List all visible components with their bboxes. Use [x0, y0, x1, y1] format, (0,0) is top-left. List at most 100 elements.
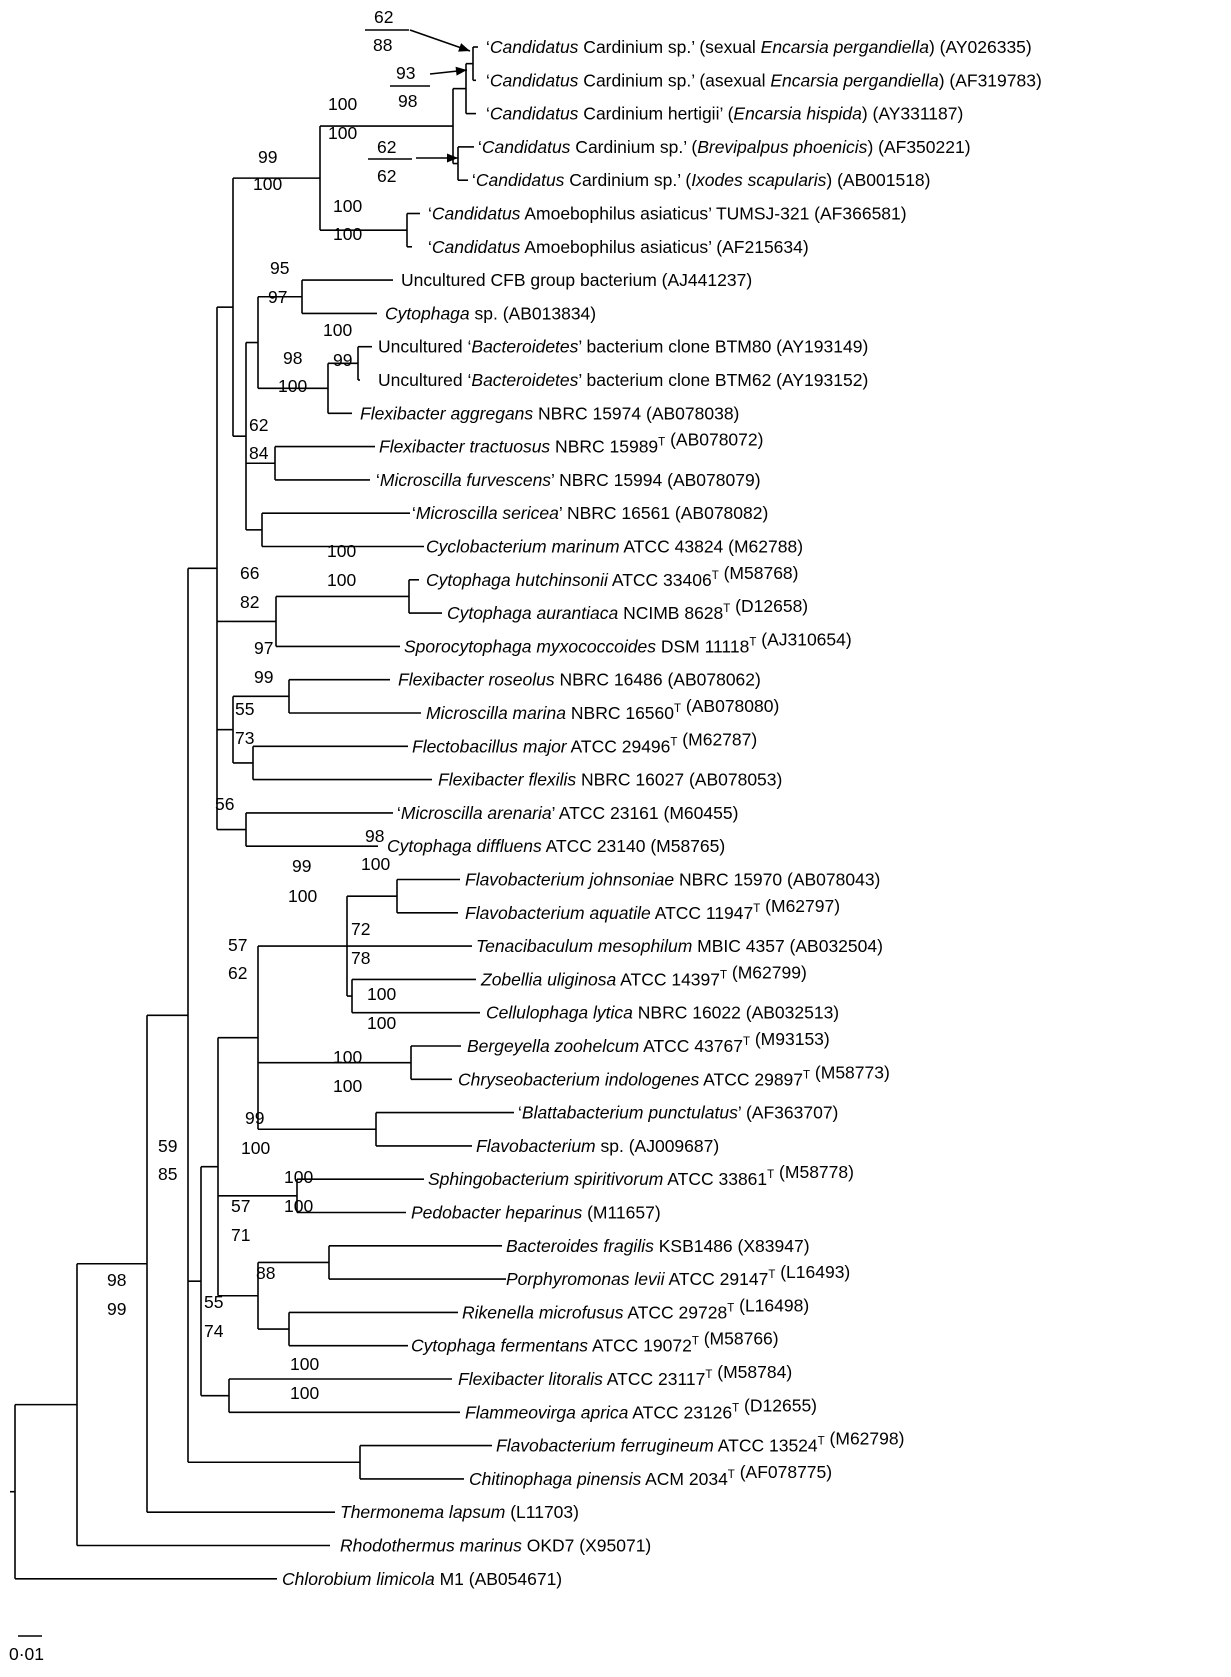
- taxon-label: ‘Microscilla furvescens’ NBRC 15994 (AB0…: [376, 470, 761, 490]
- taxon-label: Cyclobacterium marinum ATCC 43824 (M6278…: [426, 537, 803, 557]
- bootstrap-value: 100: [284, 1196, 313, 1216]
- taxon-labels: ‘Candidatus Cardinium sp.’ (sexual Encar…: [282, 37, 1042, 1589]
- bootstrap-value: 99: [292, 856, 311, 876]
- taxon-label: Flavobacterium sp. (AJ009687): [476, 1136, 719, 1156]
- bootstrap-value: 74: [204, 1321, 224, 1341]
- bootstrap-value: 99: [258, 147, 277, 167]
- taxon-label: Flectobacillus major ATCC 29496T (M62787…: [412, 729, 757, 756]
- taxon-label: Cellulophaga lytica NBRC 16022 (AB032513…: [486, 1003, 839, 1023]
- bootstrap-value: 100: [333, 1076, 362, 1096]
- taxon-label: Chlorobium limicola M1 (AB054671): [282, 1569, 562, 1589]
- bootstrap-value: 100: [361, 854, 390, 874]
- bootstrap-value: 100: [241, 1138, 270, 1158]
- taxon-label: Sporocytophaga myxococcoides DSM 11118T …: [404, 629, 852, 656]
- taxon-label: ‘Candidatus Cardinium hertigii’ (Encarsi…: [486, 104, 963, 124]
- scale-bar-label: 0·01: [9, 1644, 44, 1664]
- taxon-label: Porphyromonas levii ATCC 29147T (L16493): [506, 1262, 850, 1289]
- taxon-label: ‘Candidatus Amoebophilus asiaticus’ (AF2…: [428, 237, 809, 257]
- taxon-label: ‘Candidatus Cardinium sp.’ (asexual Enca…: [486, 70, 1042, 90]
- taxon-label: ‘Candidatus Cardinium sp.’ (Brevipalpus …: [478, 137, 971, 157]
- bootstrap-value: 88: [373, 35, 392, 55]
- scale-bar: 0·01: [9, 1636, 44, 1664]
- bootstrap-value: 97: [268, 287, 287, 307]
- taxon-label: Bergeyella zoohelcum ATCC 43767T (M93153…: [467, 1029, 830, 1056]
- taxon-label: Cytophaga diffluens ATCC 23140 (M58765): [387, 836, 725, 856]
- bootstrap-value: 100: [288, 886, 317, 906]
- bootstrap-value: 98: [107, 1270, 126, 1290]
- bootstrap-value: 88: [256, 1263, 275, 1283]
- taxon-label: Flavobacterium johnsoniae NBRC 15970 (AB…: [465, 870, 880, 890]
- bootstrap-value: 98: [365, 826, 384, 846]
- taxon-label: Sphingobacterium spiritivorum ATCC 33861…: [428, 1162, 854, 1189]
- taxon-label: Cytophaga aurantiaca NCIMB 8628T (D12658…: [447, 596, 808, 623]
- bootstrap-value: 59: [158, 1136, 177, 1156]
- bootstrap-value: 72: [351, 919, 370, 939]
- bootstrap-value: 98: [398, 91, 417, 111]
- bootstrap-value: 57: [228, 935, 247, 955]
- taxon-label: Flammeovirga aprica ATCC 23126T (D12655): [465, 1395, 817, 1422]
- taxon-label: Zobellia uliginosa ATCC 14397T (M62799): [480, 962, 807, 989]
- bootstrap-value: 100: [367, 984, 396, 1004]
- bootstrap-value: 95: [270, 258, 289, 278]
- taxon-label: Pedobacter heparinus (M11657): [411, 1203, 661, 1223]
- bootstrap-value: 99: [107, 1299, 126, 1319]
- taxon-label: Uncultured ‘Bacteroidetes’ bacterium clo…: [378, 337, 868, 357]
- bootstrap-value: 100: [278, 376, 307, 396]
- taxon-label: Flexibacter roseolus NBRC 16486 (AB07806…: [398, 670, 761, 690]
- bootstrap-value: 55: [204, 1292, 223, 1312]
- bootstrap-value: 84: [249, 443, 269, 463]
- bootstrap-value: 99: [333, 350, 352, 370]
- taxon-label: Uncultured ‘Bacteroidetes’ bacterium clo…: [378, 370, 868, 390]
- taxon-label: ‘Candidatus Cardinium sp.’ (sexual Encar…: [486, 37, 1032, 57]
- bootstrap-value: 100: [284, 1167, 313, 1187]
- taxon-label: Chitinophaga pinensis ACM 2034T (AF07877…: [469, 1462, 832, 1489]
- bootstrap-value: 62: [374, 7, 393, 27]
- bootstrap-value: 100: [290, 1354, 319, 1374]
- bootstrap-value: 100: [333, 1047, 362, 1067]
- taxon-label: Flavobacterium aquatile ATCC 11947T (M62…: [465, 896, 840, 923]
- bootstrap-value: 57: [231, 1196, 250, 1216]
- bootstrap-labels: 6288939862621001009910010010095971009998…: [107, 7, 417, 1403]
- bootstrap-value: 99: [245, 1108, 264, 1128]
- bootstrap-value: 55: [235, 699, 254, 719]
- taxon-label: Cytophaga fermentans ATCC 19072T (M58766…: [411, 1329, 779, 1356]
- bootstrap-value: 62: [228, 963, 247, 983]
- taxon-label: Tenacibaculum mesophilum MBIC 4357 (AB03…: [476, 936, 883, 956]
- bootstrap-value: 71: [231, 1225, 250, 1245]
- bootstrap-value: 97: [254, 638, 273, 658]
- bootstrap-value: 100: [333, 224, 362, 244]
- taxon-label: Thermonema lapsum (L11703): [340, 1502, 579, 1522]
- taxon-label: Cytophaga hutchinsonii ATCC 33406T (M587…: [426, 563, 799, 590]
- bootstrap-value: 100: [323, 320, 352, 340]
- taxon-label: Flexibacter tractuosus NBRC 15989T (AB07…: [379, 430, 763, 457]
- taxon-label: Uncultured CFB group bacterium (AJ441237…: [401, 270, 752, 290]
- taxon-label: ‘Blattabacterium punctulatus’ (AF363707): [518, 1103, 838, 1123]
- bootstrap-value: 99: [254, 667, 273, 687]
- bootstrap-value: 100: [367, 1013, 396, 1033]
- taxon-label: Microscilla marina NBRC 16560T (AB078080…: [426, 696, 779, 723]
- taxon-label: Flexibacter flexilis NBRC 16027 (AB07805…: [438, 770, 782, 790]
- bootstrap-value: 100: [328, 94, 357, 114]
- taxon-label: Cytophaga sp. (AB013834): [385, 303, 596, 323]
- taxon-label: ‘Candidatus Cardinium sp.’ (Ixodes scapu…: [472, 170, 931, 190]
- bootstrap-value: 82: [240, 592, 259, 612]
- taxon-label: Flexibacter aggregans NBRC 15974 (AB0780…: [360, 403, 739, 423]
- bootstrap-value: 66: [240, 563, 259, 583]
- bootstrap-value: 100: [327, 570, 356, 590]
- bootstrap-value: 100: [327, 541, 356, 561]
- annotation-arrows: [410, 30, 470, 163]
- bootstrap-value: 62: [249, 415, 268, 435]
- bootstrap-value: 56: [215, 794, 234, 814]
- bootstrap-value: 100: [290, 1383, 319, 1403]
- taxon-label: Flavobacterium ferrugineum ATCC 13524T (…: [496, 1429, 904, 1456]
- bootstrap-value: 100: [328, 123, 357, 143]
- bootstrap-value: 93: [396, 63, 415, 83]
- bootstrap-value: 100: [333, 196, 362, 216]
- bootstrap-value: 73: [235, 728, 254, 748]
- bootstrap-value: 62: [377, 166, 396, 186]
- bootstrap-value: 98: [283, 348, 302, 368]
- arrow-head: [458, 43, 470, 51]
- taxon-label: Bacteroides fragilis KSB1486 (X83947): [506, 1236, 810, 1256]
- bootstrap-value: 62: [377, 137, 396, 157]
- taxon-label: ‘Microscilla sericea’ NBRC 16561 (AB0780…: [412, 503, 768, 523]
